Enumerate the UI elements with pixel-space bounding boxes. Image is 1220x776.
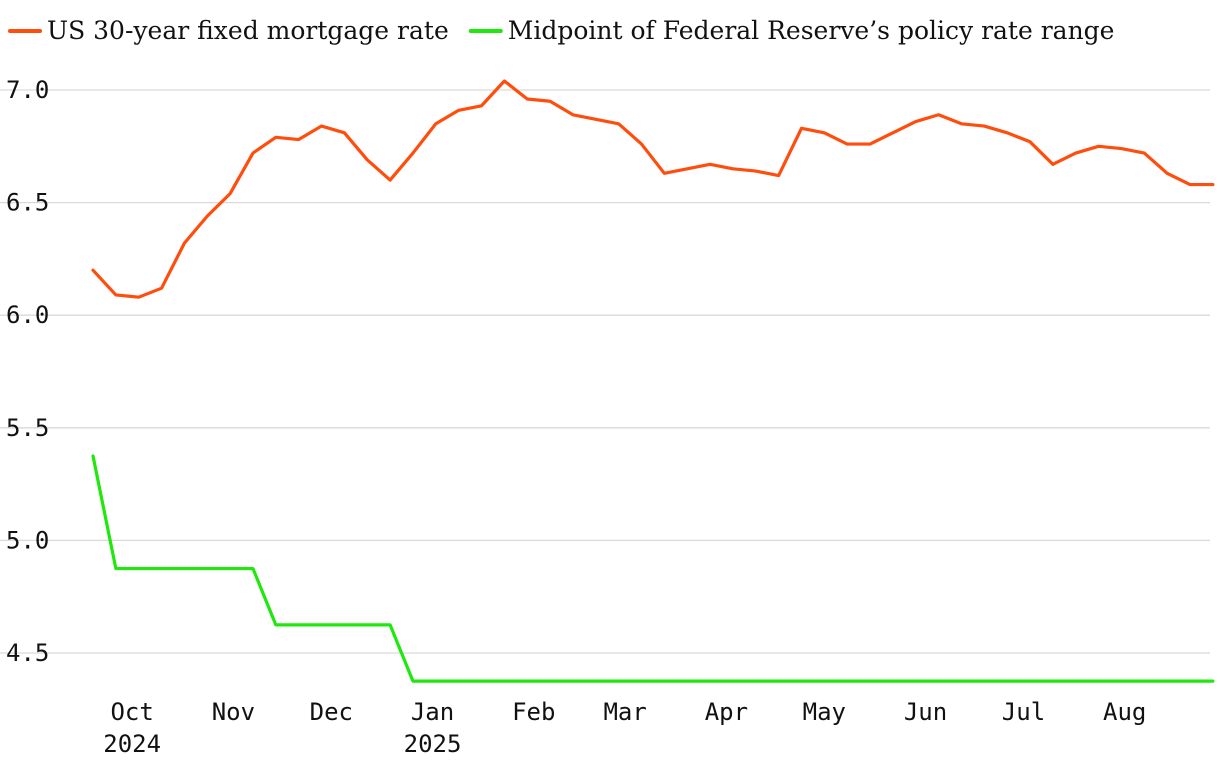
x-tick-label-3: Jan (411, 698, 454, 726)
grid-lines (0, 89, 1210, 654)
x-tick-label-5: Mar (603, 698, 646, 726)
x-tick-label-4: Feb (512, 698, 555, 726)
y-tick-label-0: 7.0 (6, 76, 49, 104)
x-tick-label-6: Apr (705, 698, 748, 726)
series-lines (91, 79, 1215, 683)
y-tick-label-5: 4.5 (6, 639, 49, 667)
x-tick-year-3: 2025 (404, 730, 462, 758)
x-tick-label-0: Oct (110, 698, 153, 726)
x-tick-label-2: Dec (310, 698, 353, 726)
x-axis: Oct 2024 Nov Dec Jan 2025 Feb Mar Apr May Jun Jul Au… (103, 698, 1146, 758)
legend-label-1: Midpoint of Federal Reserve’s policy rat… (508, 16, 1115, 45)
x-tick-label-7: May (803, 698, 846, 726)
series-line-0 (91, 79, 1215, 299)
y-tick-label-2: 6.0 (6, 301, 49, 329)
legend: US 30-year fixed mortgage rate Midpoint o… (8, 16, 1115, 45)
x-tick-year-0: 2024 (103, 730, 161, 758)
x-tick-label-10: Aug (1103, 698, 1146, 726)
x-tick-label-1: Nov (212, 698, 255, 726)
y-tick-label-4: 5.0 (6, 526, 49, 554)
x-tick-label-8: Jun (904, 698, 947, 726)
y-axis: 7.0 6.5 6.0 5.5 5.0 4.5 (6, 76, 49, 667)
y-tick-label-3: 5.5 (6, 414, 49, 442)
series-line-1 (91, 454, 1215, 683)
x-tick-label-9: Jul (1002, 698, 1045, 726)
legend-label-0: US 30-year fixed mortgage rate (47, 16, 449, 45)
y-tick-label-1: 6.5 (6, 189, 49, 217)
